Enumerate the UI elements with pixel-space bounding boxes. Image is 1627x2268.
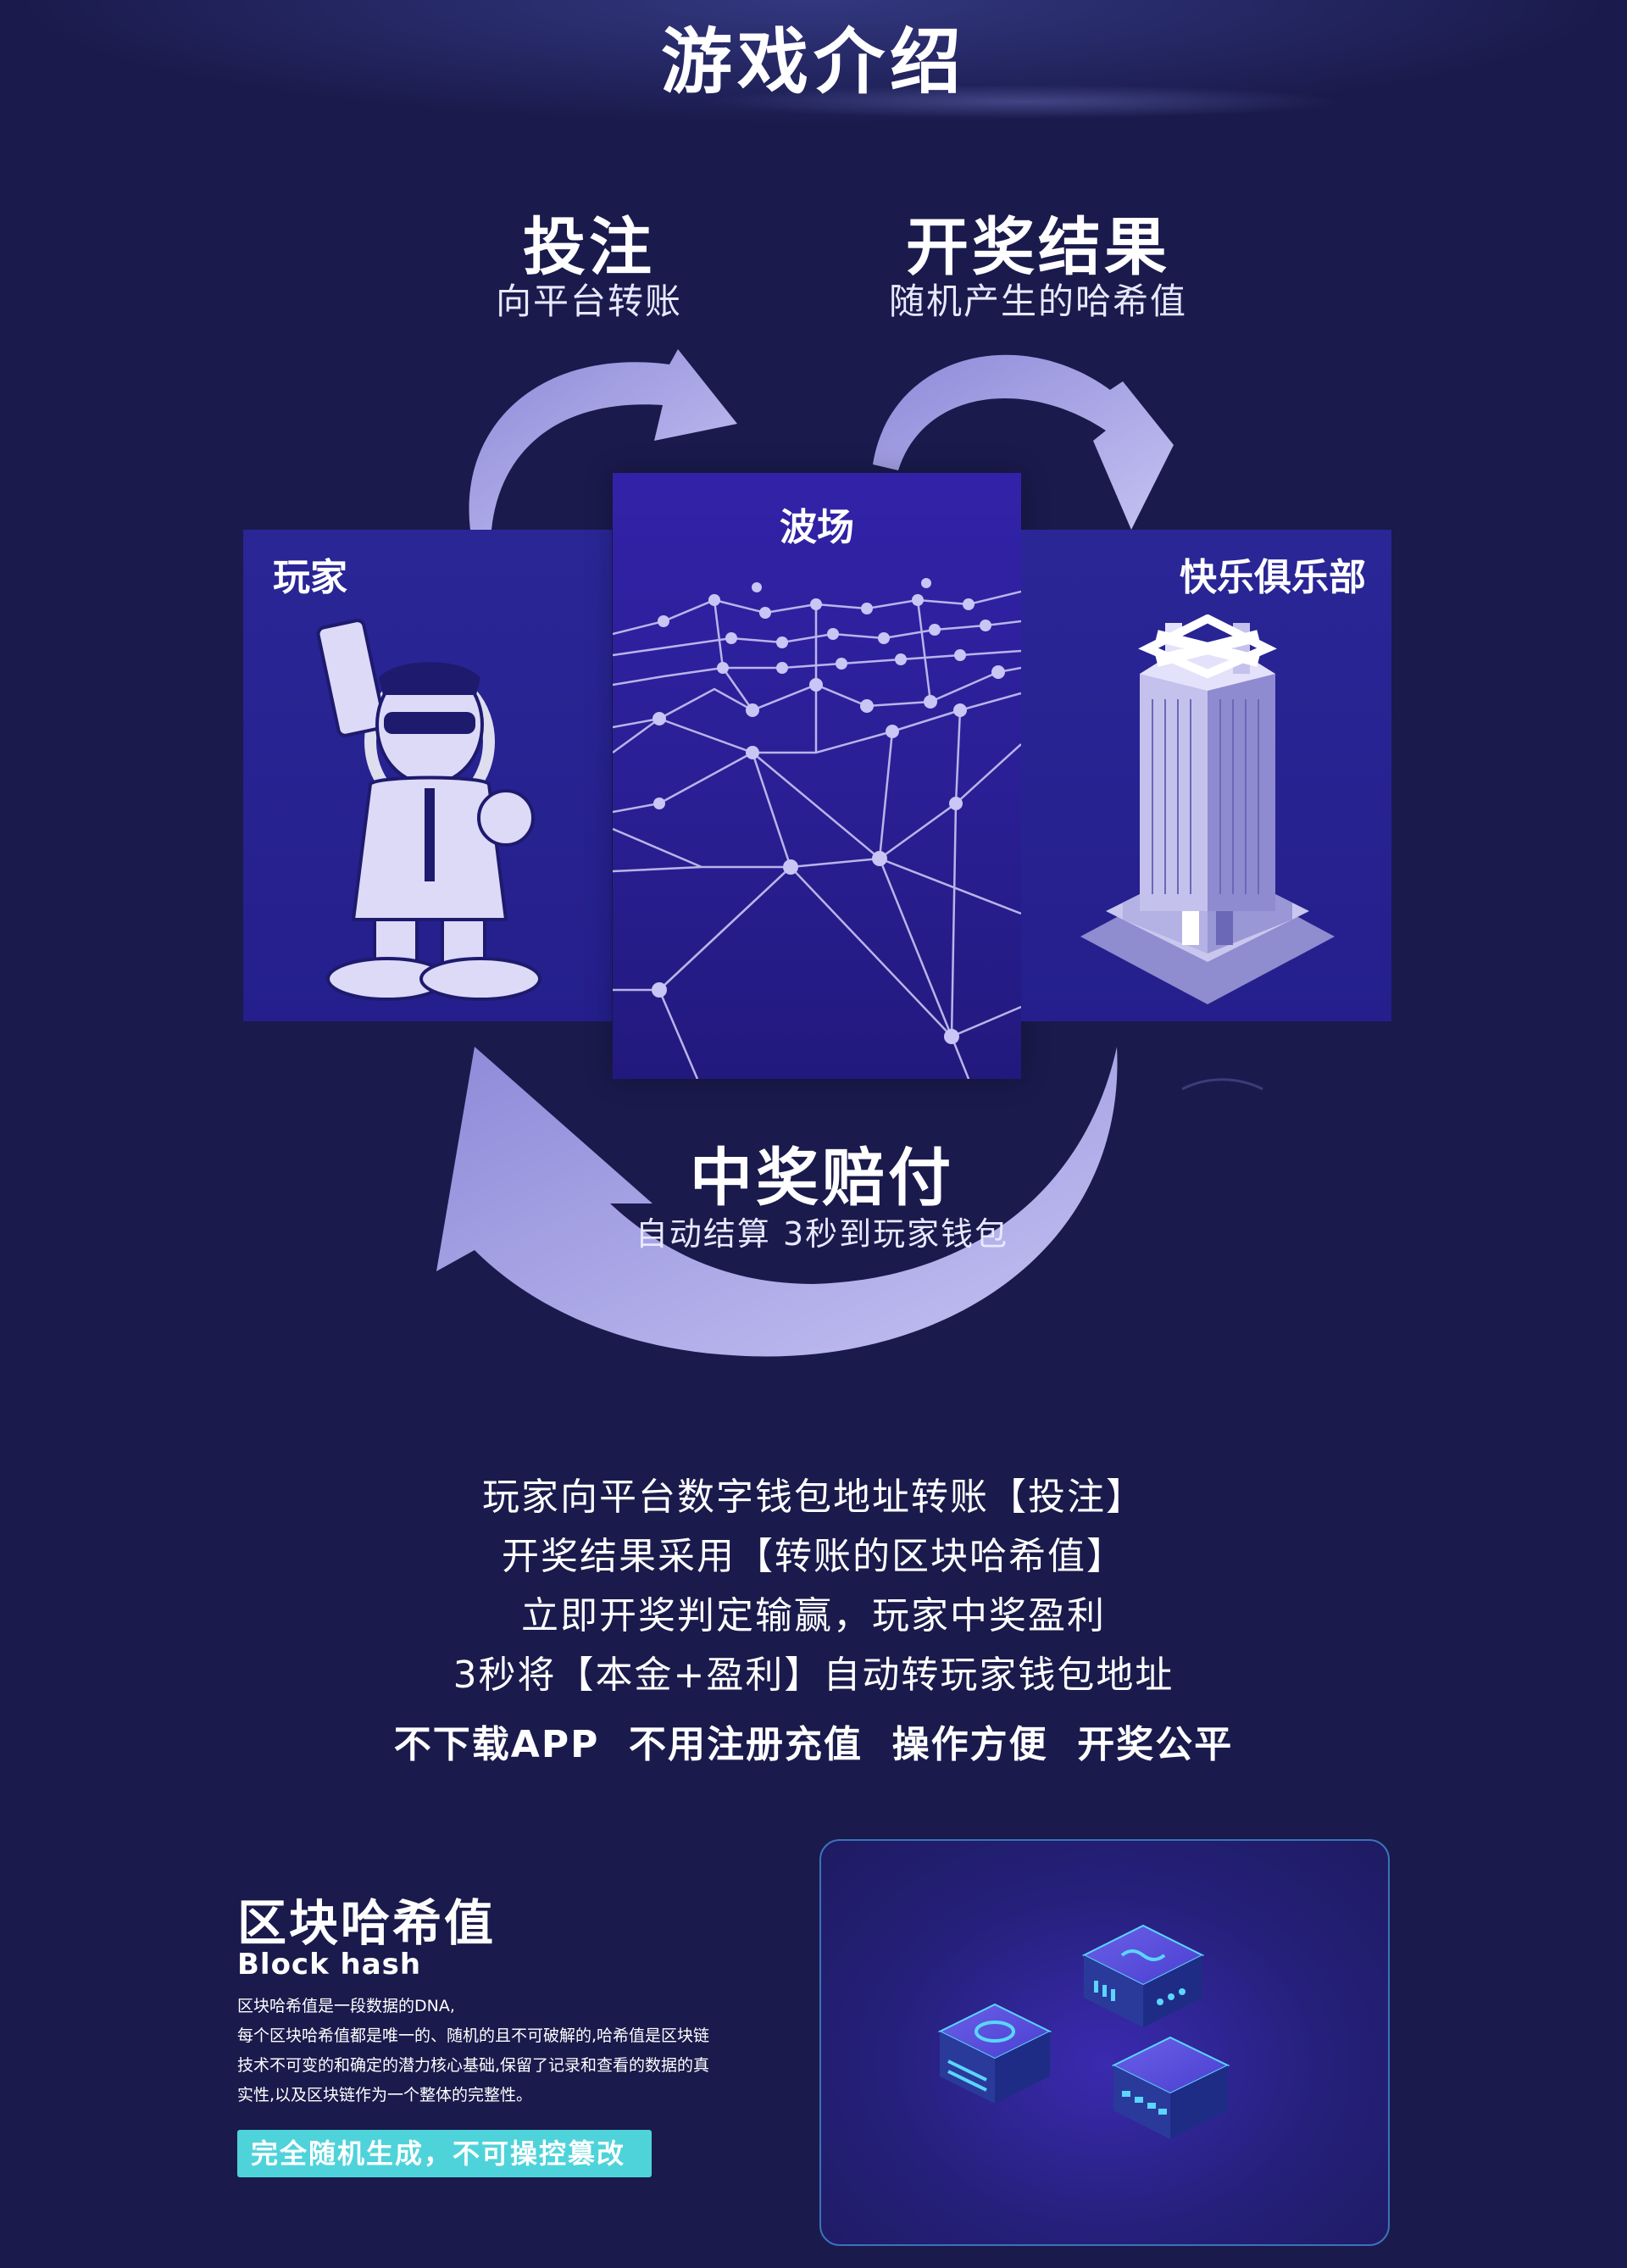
tron-label: 波场: [780, 506, 854, 549]
player-panel: 玩家: [243, 530, 612, 1021]
block-hash-badge: 完全随机生成，不可操控篡改: [237, 2130, 652, 2177]
result-subtitle: 随机产生的哈希值: [888, 281, 1187, 322]
paragraph-line: 技术不可变的和确定的潜力核心基础,保留了记录和查看的数据的真: [237, 2056, 710, 2075]
result-title: 开奖结果: [906, 211, 1170, 284]
paragraph-line: 每个区块哈希值都是唯一的、随机的且不可破解的,哈希值是区块链: [237, 2026, 710, 2045]
bet-subtitle: 向平台转账: [495, 281, 682, 322]
block-hash-title: 区块哈希值: [237, 1894, 497, 1952]
arrow-curve-icon: [469, 349, 737, 530]
description-line: 3秒将【本金+盈利】自动转玩家钱包地址: [453, 1654, 1174, 1697]
server-block-icon: [937, 1924, 1230, 2139]
block-hash-subtitle: Block hash: [237, 1948, 422, 1982]
club-panel: 快乐俱乐部: [1021, 530, 1391, 1021]
description-line: 玩家向平台数字钱包地址转账【投注】: [482, 1476, 1145, 1519]
club-label: 快乐俱乐部: [1180, 556, 1366, 599]
arrow-curve-icon: [436, 1047, 1118, 1357]
page-title: 游戏介绍: [660, 20, 966, 103]
header-glow: [0, 0, 1627, 127]
player-illustration-icon: [316, 619, 541, 1001]
paragraph-line: 实性,以及区块链作为一个整体的完整性。: [237, 2086, 533, 2104]
player-label: 玩家: [273, 556, 347, 599]
payout-subtitle: 自动结算 3秒到玩家钱包: [635, 1215, 1009, 1253]
title-glow: [703, 85, 1347, 119]
bet-title: 投注: [523, 211, 655, 284]
description-line: 开奖结果采用【转账的区块哈希值】: [502, 1535, 1125, 1578]
building-icon: [1080, 614, 1335, 1004]
description-line: 立即开奖判定输赢，玩家中奖盈利: [521, 1594, 1106, 1637]
badge-label: 完全随机生成，不可操控篡改: [251, 2137, 626, 2170]
paragraph-line: 区块哈希值是一段数据的DNA,: [237, 1997, 455, 2015]
tron-panel: 波场: [613, 473, 1021, 1079]
cycle-arrows: [436, 349, 1263, 1357]
arrow-curve-icon: [873, 354, 1174, 530]
block-hash-paragraph: 区块哈希值是一段数据的DNA, 每个区块哈希值都是唯一的、随机的且不可破解的,哈…: [237, 1992, 780, 2110]
slogan: 不下载APP 不用注册充值 操作方便 开奖公平: [393, 1723, 1234, 1766]
block-hash-illustration-card: [819, 1839, 1390, 2246]
payout-title: 中奖赔付: [690, 1142, 954, 1215]
network-graph-icon: [613, 578, 1021, 1079]
